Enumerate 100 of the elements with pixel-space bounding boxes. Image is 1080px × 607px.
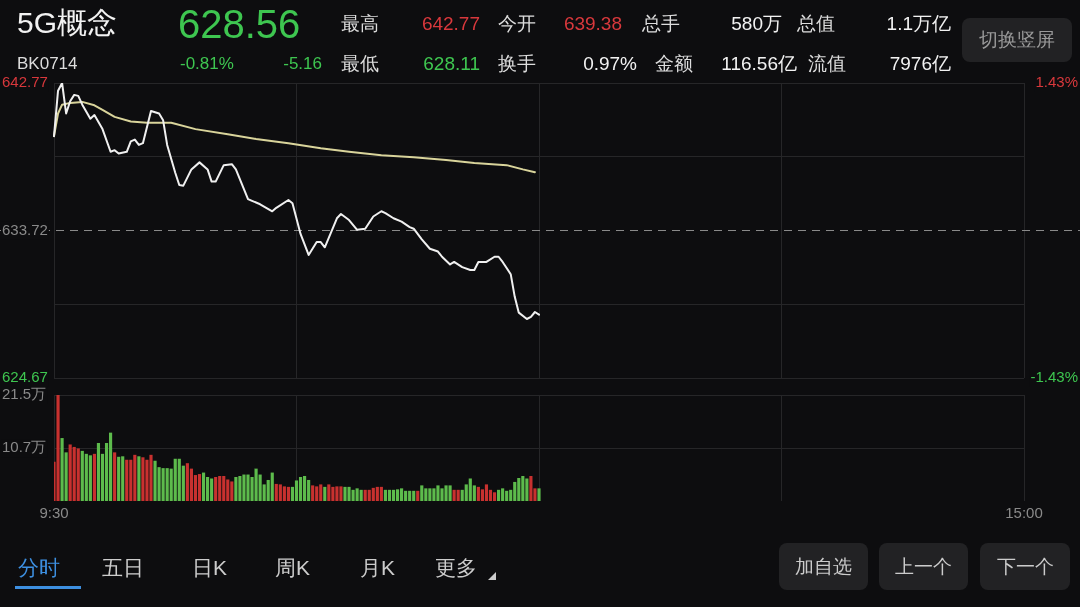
text: BK0714 — [17, 54, 78, 73]
text: 周K — [275, 556, 311, 579]
bar — [448, 485, 452, 501]
text: 628.56 — [178, 2, 301, 46]
text: 628.11 — [423, 53, 480, 74]
y-tick-label: 21.5万 — [2, 385, 47, 403]
bar — [246, 474, 250, 501]
bar — [76, 448, 80, 501]
bar — [436, 485, 440, 501]
bar — [452, 489, 456, 501]
bar — [323, 486, 327, 501]
text: 今开 — [498, 13, 536, 34]
bar — [331, 486, 335, 501]
text: 1.1万亿 — [886, 13, 951, 34]
bar — [286, 486, 290, 501]
text: 分时 — [18, 556, 60, 579]
bar — [343, 486, 347, 501]
bar — [68, 444, 72, 501]
bar — [355, 488, 359, 501]
text: 总手 — [642, 13, 680, 34]
bar — [379, 486, 383, 501]
bar — [303, 476, 307, 501]
text: -5.16 — [283, 54, 322, 73]
bar — [371, 487, 375, 501]
bar — [307, 479, 311, 501]
bar — [383, 489, 387, 501]
bar — [395, 489, 400, 501]
bar — [149, 454, 153, 501]
text: 日K — [192, 556, 228, 579]
bar — [311, 485, 315, 501]
bar — [537, 488, 541, 501]
x-tick-label: 9:30 — [39, 504, 69, 522]
text: 加自选 — [795, 554, 852, 579]
x-tick-label: 15:00 — [1005, 504, 1043, 522]
bar — [145, 459, 149, 501]
bar — [468, 478, 472, 501]
text: 下一个 — [996, 554, 1054, 579]
text: 116.56亿 — [721, 53, 797, 74]
bar — [351, 489, 355, 501]
bar — [201, 472, 206, 501]
y2-tick-label: -1.43% — [1030, 368, 1078, 386]
bar — [133, 454, 137, 501]
bar — [408, 490, 412, 501]
bar — [444, 485, 448, 501]
bar — [125, 459, 129, 501]
text: 上一个 — [895, 554, 952, 579]
bar — [173, 458, 177, 501]
y-tick-label: 642.77 — [2, 73, 48, 91]
bar — [165, 468, 169, 501]
bar — [476, 486, 480, 501]
bar — [339, 486, 343, 501]
bar — [440, 488, 444, 501]
bar — [420, 485, 424, 501]
bar — [347, 486, 351, 501]
bar — [238, 476, 242, 501]
bar — [298, 477, 303, 501]
bar — [242, 474, 246, 501]
bar — [72, 446, 76, 501]
bar — [88, 455, 92, 501]
bar — [517, 477, 521, 501]
bar — [375, 486, 379, 501]
text: 换手 — [498, 53, 536, 74]
bar — [60, 438, 64, 501]
y2-tick-label: 1.43% — [1035, 73, 1078, 91]
bar — [206, 477, 210, 501]
text: 5G概念 — [17, 6, 118, 39]
bar — [80, 450, 84, 501]
bar — [505, 490, 509, 501]
bar — [210, 478, 214, 501]
bar — [492, 492, 497, 501]
bar — [327, 484, 331, 501]
bar — [400, 488, 404, 501]
bar — [84, 453, 88, 501]
bar — [363, 489, 367, 501]
bar — [254, 468, 258, 501]
bar — [424, 488, 428, 501]
bar — [484, 484, 489, 501]
y-tick-label: 633.72 — [2, 220, 48, 238]
text: 流值 — [808, 53, 846, 74]
bar — [129, 459, 133, 501]
bar — [367, 489, 371, 501]
bar — [177, 458, 181, 501]
text: 580万 — [731, 13, 782, 34]
bar — [230, 481, 234, 501]
bar — [113, 452, 117, 501]
bar — [278, 484, 282, 501]
text: 五日 — [102, 556, 144, 579]
bar — [161, 468, 165, 501]
bar — [270, 472, 274, 501]
bar — [335, 486, 339, 501]
text: 切换竖屏 — [979, 28, 1055, 52]
bar — [294, 480, 299, 501]
bar — [359, 489, 363, 501]
bar — [391, 489, 396, 501]
bar — [404, 490, 408, 501]
bar — [387, 489, 392, 501]
bar — [521, 476, 525, 501]
bar — [137, 456, 141, 501]
y-tick-label: 10.7万 — [2, 438, 47, 456]
text: 最低 — [341, 53, 379, 74]
